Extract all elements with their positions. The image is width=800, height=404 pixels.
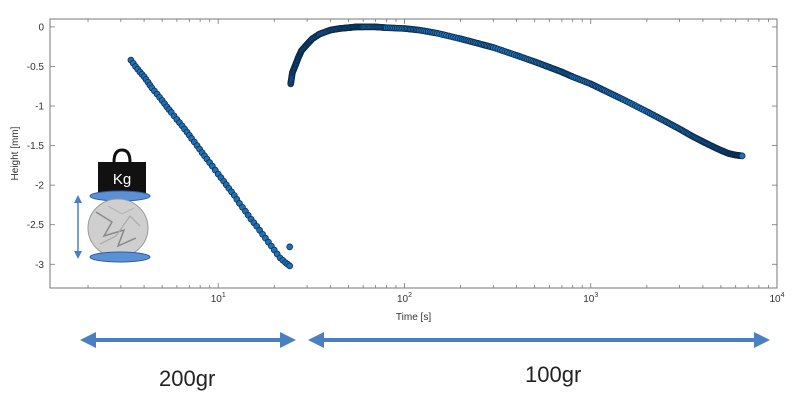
- y-tick-label: -3: [35, 260, 44, 271]
- weight-sample-illustration: Kg: [74, 148, 151, 263]
- y-tick-label: -2.5: [27, 220, 45, 231]
- y-axis-label: Height [mm]: [10, 126, 21, 180]
- series-2-point: [738, 152, 746, 160]
- x-tick-label: 102: [397, 292, 412, 305]
- kg-weight-icon: [98, 162, 146, 194]
- y-tick-label: -1: [35, 102, 44, 113]
- outlier-point: [286, 243, 294, 251]
- x-axis-ticks: 101 102 103 104: [87, 19, 785, 305]
- phase-label-100gr: 100gr: [525, 362, 582, 387]
- y-tick-label: 0: [38, 22, 44, 33]
- phase-arrow-100gr: [308, 332, 770, 348]
- x-tick-label: 104: [769, 292, 784, 305]
- plot-frame: [49, 18, 778, 289]
- data-points: [127, 23, 746, 270]
- x-axis-label: Time [s]: [396, 312, 431, 323]
- kg-weight-text: Kg: [113, 171, 131, 188]
- height-arrow-icon: [74, 195, 82, 259]
- x-tick-label: 101: [211, 292, 226, 305]
- weight-handle-icon: [112, 148, 132, 163]
- y-tick-label: -1.5: [27, 141, 45, 152]
- series-1-point: [286, 262, 294, 270]
- y-tick-label: -0.5: [27, 62, 45, 73]
- crumpled-sample-icon: [87, 198, 149, 258]
- bottom-plate-icon: [89, 251, 151, 263]
- y-tick-label: -2: [35, 181, 44, 192]
- y-axis-ticks: 0 -0.5 -1 -1.5 -2 -2.5 -3: [27, 22, 777, 271]
- phase-arrow-200gr: [80, 332, 296, 348]
- phase-label-200gr: 200gr: [159, 366, 216, 391]
- x-tick-label: 103: [583, 292, 598, 305]
